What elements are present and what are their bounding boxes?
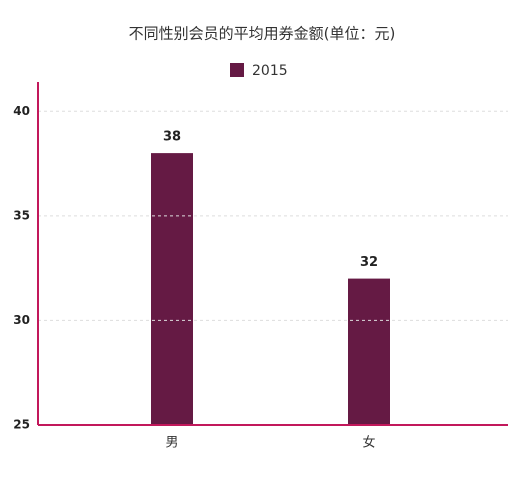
x-tick-label: 男 xyxy=(165,436,178,451)
y-tick-label: 35 xyxy=(13,208,30,222)
legend-swatch xyxy=(230,63,244,77)
bar xyxy=(151,153,193,426)
bar xyxy=(348,278,390,425)
value-label: 32 xyxy=(360,255,378,270)
x-tick-label: 女 xyxy=(362,435,375,451)
y-tick-label: 40 xyxy=(13,104,30,118)
y-tick-label: 30 xyxy=(13,313,30,327)
value-label: 38 xyxy=(163,130,181,145)
y-tick-label: 25 xyxy=(13,418,30,432)
legend-label: 2015 xyxy=(252,63,288,79)
chart-title: 不同性别会员的平均用券金额(单位：元) xyxy=(129,25,396,43)
